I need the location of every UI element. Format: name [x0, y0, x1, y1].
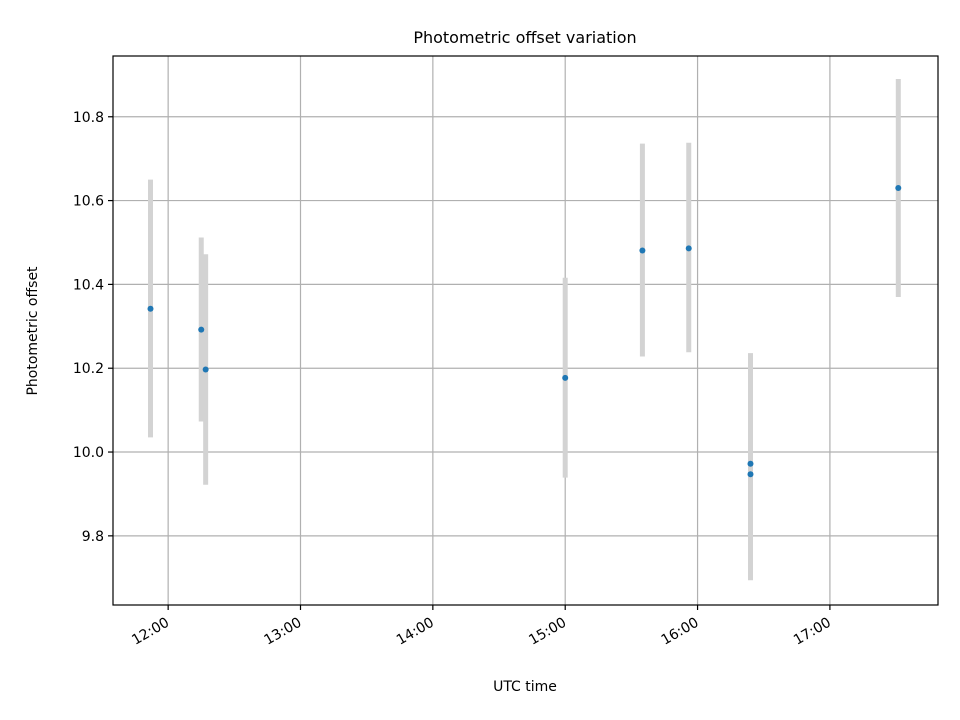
data-point	[202, 366, 209, 373]
y-tick-label: 9.8	[82, 529, 104, 545]
data-point	[562, 374, 569, 381]
y-tick-label: 10.0	[73, 445, 104, 461]
plot-frame	[112, 55, 939, 606]
y-tick-label: 10.4	[73, 277, 104, 293]
data-points	[147, 185, 902, 478]
data-point	[147, 305, 154, 312]
data-point	[639, 247, 646, 254]
data-point	[747, 471, 754, 478]
data-point	[198, 326, 205, 333]
data-point	[895, 185, 902, 192]
data-point	[685, 245, 692, 252]
grid-lines	[113, 56, 938, 605]
x-axis-label: UTC time	[493, 679, 557, 695]
y-axis-ticks: 9.8 10.0 10.2 10.4 10.6 10.8	[73, 110, 113, 545]
y-tick-label: 10.8	[73, 110, 104, 126]
chart-title: Photometric offset variation	[413, 28, 636, 47]
y-tick-label: 10.2	[73, 361, 104, 377]
y-axis-label: Photometric offset	[25, 266, 41, 396]
y-tick-label: 10.6	[73, 194, 104, 210]
data-point	[747, 460, 754, 467]
